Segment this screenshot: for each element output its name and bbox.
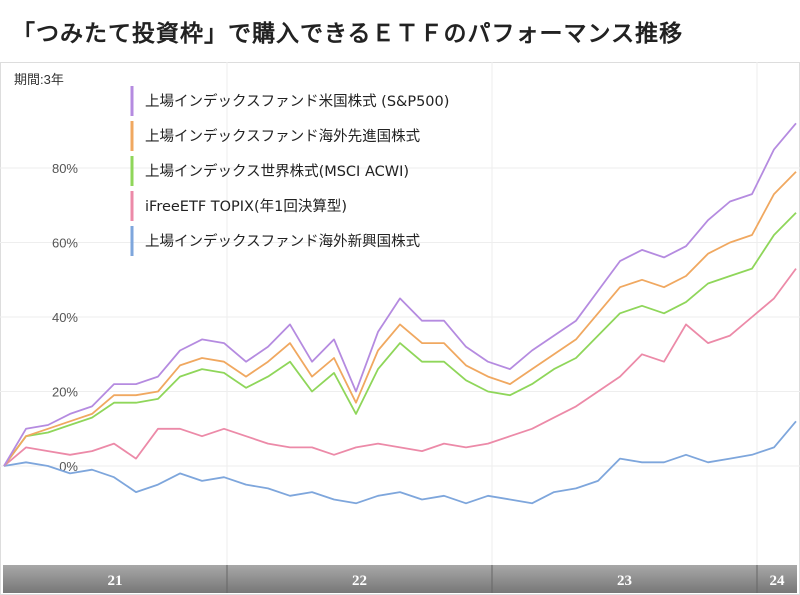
series-line	[3, 420, 797, 505]
x-tick-label: 21	[108, 573, 123, 589]
period-label: 期間:3年	[14, 72, 64, 87]
y-tick-label: 20%	[52, 385, 78, 400]
performance-chart: 0% 20% 40% 60% 80% 期間:3年 上場インデックスファンド米国株式 (S…	[0, 62, 800, 595]
plot-area	[0, 62, 800, 595]
x-tick-label: 22	[352, 573, 367, 589]
legend-item[interactable]: iFreeETF TOPIX(年1回決算型)	[145, 198, 347, 215]
legend-item[interactable]: 上場インデックス世界株式(MSCI ACWI)	[145, 162, 409, 180]
x-tick-label: 24	[770, 573, 786, 589]
legend-item[interactable]: 上場インデックスファンド海外新興国株式	[145, 232, 421, 250]
series-line	[3, 122, 797, 467]
y-tick-label: 40%	[52, 310, 78, 325]
y-tick-label: 0%	[59, 459, 78, 474]
x-tick-label: 23	[617, 573, 632, 589]
series-line	[3, 171, 797, 467]
series-line	[3, 268, 797, 467]
y-tick-label: 60%	[52, 236, 78, 251]
series-line	[3, 212, 797, 467]
x-axis-bar	[3, 565, 797, 593]
y-tick-label: 80%	[52, 161, 78, 176]
legend-item[interactable]: 上場インデックスファンド米国株式 (S&P500)	[145, 92, 449, 110]
page-title: 「つみたて投資枠」で購入できるＥＴＦのパフォーマンス推移	[12, 21, 684, 47]
legend-item[interactable]: 上場インデックスファンド海外先進国株式	[145, 127, 421, 145]
